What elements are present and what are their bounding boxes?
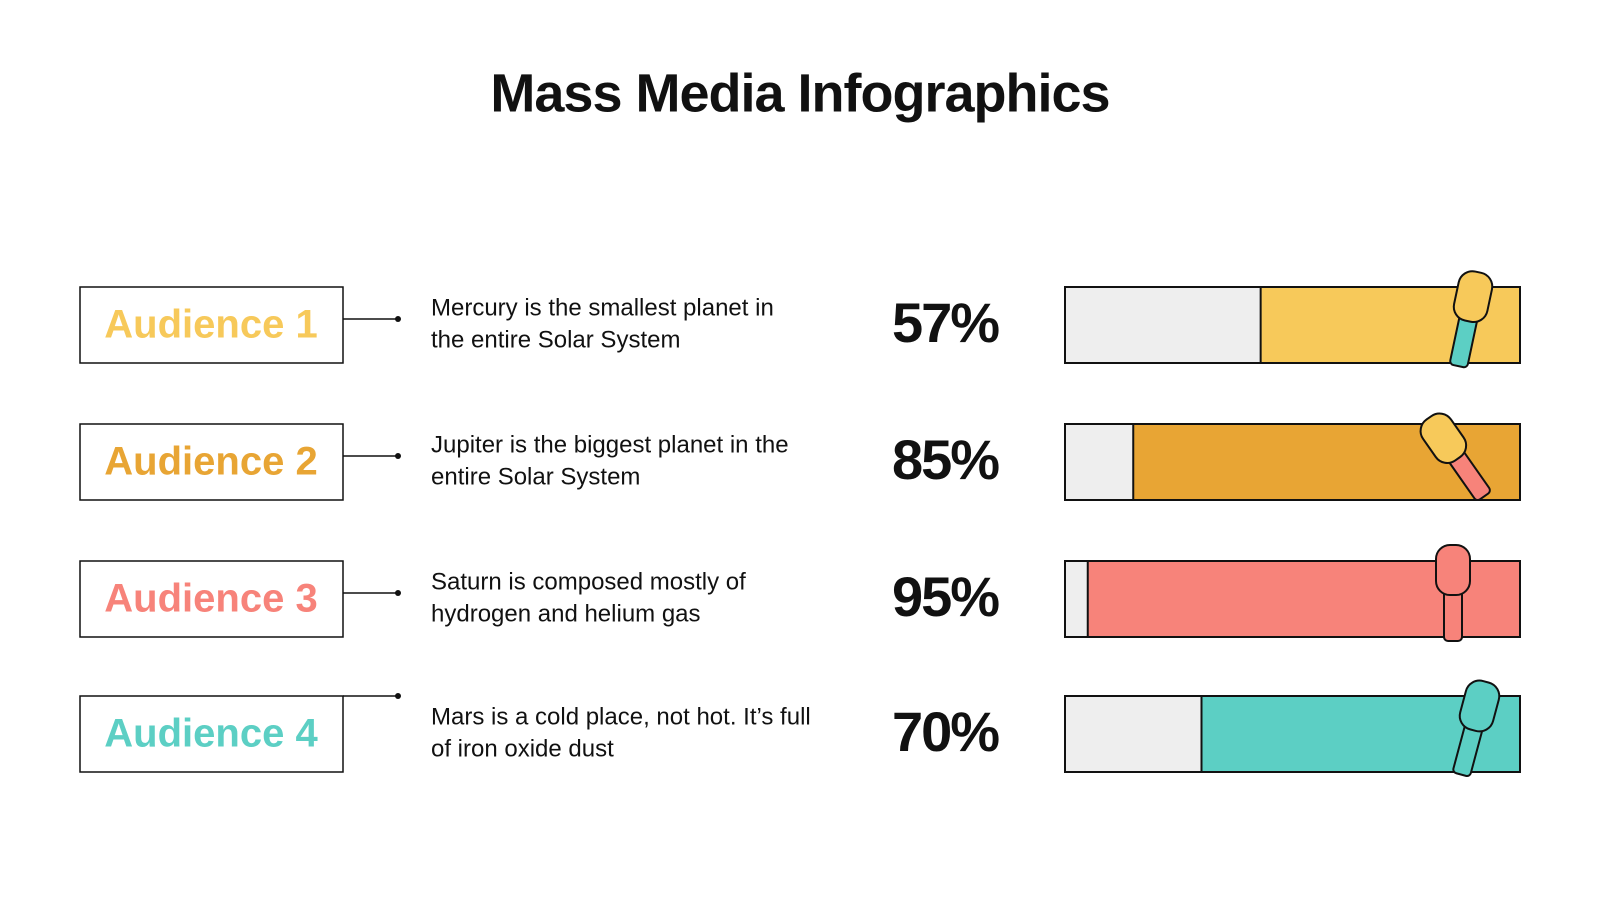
mic-handle: [1443, 588, 1463, 642]
category-label: Audience 2: [104, 440, 317, 484]
connector-dot: [395, 316, 401, 322]
connector-dot: [395, 453, 401, 459]
description: entire Solar System: [431, 463, 640, 490]
description: Saturn is composed mostly of: [431, 568, 746, 595]
label-box: [79, 695, 344, 773]
label-box: [79, 286, 344, 364]
description: Mercury is the smallest planet in: [431, 294, 774, 321]
label-box: [79, 560, 344, 638]
value-label: 95%: [892, 565, 999, 628]
category-label: Audience 1: [104, 303, 317, 347]
value-label: 57%: [892, 291, 999, 354]
category-label: Audience 3: [104, 577, 317, 621]
description: Mars is a cold place, not hot. It’s full: [431, 703, 811, 730]
description: of iron oxide dust: [431, 735, 614, 762]
chart-title: Mass Media Infographics: [490, 63, 1109, 123]
connector-dot: [395, 693, 401, 699]
value-label: 70%: [892, 700, 999, 763]
connector-dot: [395, 590, 401, 596]
mic-head: [1458, 679, 1501, 733]
label-box: [79, 423, 344, 501]
category-label: Audience 4: [104, 712, 318, 756]
description: the entire Solar System: [431, 326, 680, 353]
mic-head: [1435, 544, 1471, 596]
description: hydrogen and helium gas: [431, 600, 701, 627]
value-label: 85%: [892, 428, 999, 491]
description: Jupiter is the biggest planet in the: [431, 431, 789, 458]
mic-head: [1452, 270, 1494, 324]
mic-head: [1419, 412, 1468, 464]
